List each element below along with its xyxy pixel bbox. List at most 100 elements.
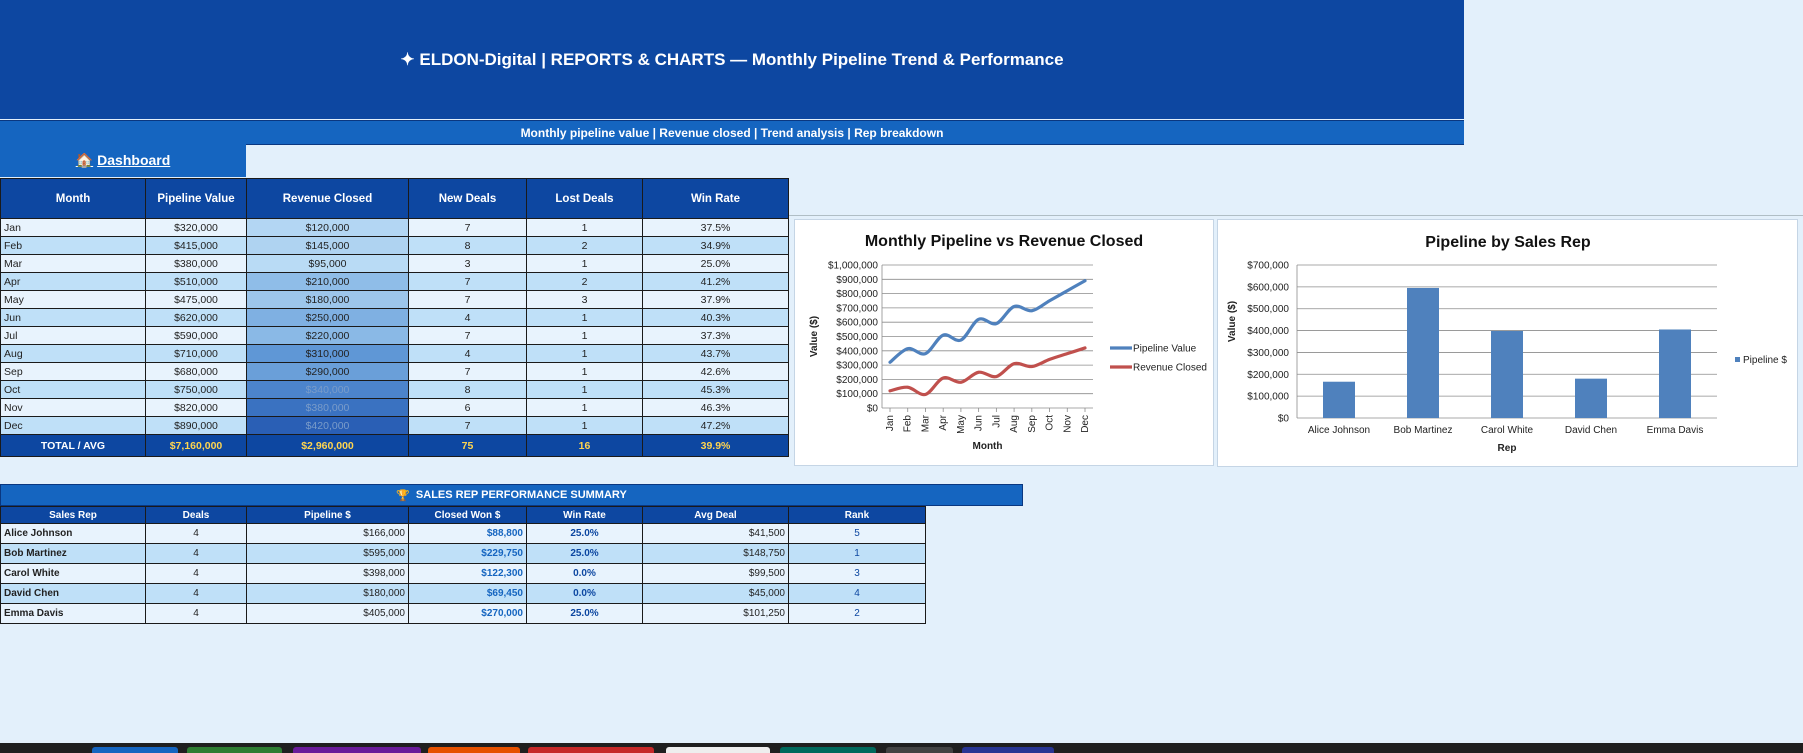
table-cell[interactable]: $475,000: [145, 290, 247, 309]
table-cell[interactable]: Nov: [0, 398, 146, 417]
table-cell[interactable]: 37.3%: [642, 326, 789, 345]
table-cell[interactable]: 4: [145, 563, 247, 584]
table-cell[interactable]: $820,000: [145, 398, 247, 417]
table-cell[interactable]: $380,000: [246, 398, 409, 417]
table-cell[interactable]: 1: [788, 543, 926, 564]
table-cell[interactable]: $180,000: [246, 290, 409, 309]
table-cell[interactable]: 41.2%: [642, 272, 789, 291]
table-cell[interactable]: 3: [526, 290, 643, 309]
table-cell[interactable]: 2: [788, 603, 926, 624]
total-cell[interactable]: 16: [526, 434, 643, 457]
table-cell[interactable]: $590,000: [145, 326, 247, 345]
table-cell[interactable]: 7: [408, 218, 527, 237]
table-cell[interactable]: 1: [526, 398, 643, 417]
table-cell[interactable]: 37.9%: [642, 290, 789, 309]
table-cell[interactable]: 2: [526, 236, 643, 255]
table-cell[interactable]: $122,300: [408, 563, 527, 584]
table-cell[interactable]: 4: [408, 308, 527, 327]
table-cell[interactable]: 7: [408, 272, 527, 291]
table-cell[interactable]: 6: [408, 398, 527, 417]
table-cell[interactable]: $595,000: [246, 543, 409, 564]
table-cell[interactable]: $101,250: [642, 603, 789, 624]
table-cell[interactable]: Carol White: [0, 563, 146, 584]
table-cell[interactable]: 4: [145, 603, 247, 624]
table-cell[interactable]: Dec: [0, 416, 146, 435]
table-cell[interactable]: 5: [788, 523, 926, 544]
table-cell[interactable]: $250,000: [246, 308, 409, 327]
table-cell[interactable]: Bob Martinez: [0, 543, 146, 564]
total-cell[interactable]: 39.9%: [642, 434, 789, 457]
sheet-tab[interactable]: [428, 747, 520, 753]
table-cell[interactable]: $210,000: [246, 272, 409, 291]
table-cell[interactable]: 0.0%: [526, 583, 643, 604]
pipeline-by-rep-chart[interactable]: Pipeline by Sales Rep $0 $100,000 $200,000 $…: [1217, 219, 1798, 467]
table-cell[interactable]: 8: [408, 380, 527, 399]
table-cell[interactable]: $99,500: [642, 563, 789, 584]
table-cell[interactable]: 40.3%: [642, 308, 789, 327]
table-cell[interactable]: Emma Davis: [0, 603, 146, 624]
table-cell[interactable]: Apr: [0, 272, 146, 291]
table-cell[interactable]: 37.5%: [642, 218, 789, 237]
table-cell[interactable]: $398,000: [246, 563, 409, 584]
table-cell[interactable]: $380,000: [145, 254, 247, 273]
table-cell[interactable]: Jun: [0, 308, 146, 327]
table-cell[interactable]: $120,000: [246, 218, 409, 237]
table-cell[interactable]: 0.0%: [526, 563, 643, 584]
table-cell[interactable]: 25.0%: [526, 523, 643, 544]
table-cell[interactable]: $229,750: [408, 543, 527, 564]
table-cell[interactable]: 45.3%: [642, 380, 789, 399]
table-cell[interactable]: $148,750: [642, 543, 789, 564]
sheet-tab[interactable]: [962, 747, 1054, 753]
table-cell[interactable]: $88,800: [408, 523, 527, 544]
table-cell[interactable]: Feb: [0, 236, 146, 255]
table-cell[interactable]: 1: [526, 308, 643, 327]
table-cell[interactable]: $220,000: [246, 326, 409, 345]
sheet-tab[interactable]: [780, 747, 876, 753]
table-cell[interactable]: 1: [526, 254, 643, 273]
table-cell[interactable]: 1: [526, 416, 643, 435]
table-cell[interactable]: 4: [145, 543, 247, 564]
table-cell[interactable]: 7: [408, 326, 527, 345]
table-cell[interactable]: 1: [526, 344, 643, 363]
table-cell[interactable]: 4: [145, 583, 247, 604]
table-cell[interactable]: 4: [408, 344, 527, 363]
table-cell[interactable]: $41,500: [642, 523, 789, 544]
sheet-tab[interactable]: [92, 747, 178, 753]
total-cell[interactable]: 75: [408, 434, 527, 457]
table-cell[interactable]: $69,450: [408, 583, 527, 604]
table-cell[interactable]: 42.6%: [642, 362, 789, 381]
table-cell[interactable]: 3: [408, 254, 527, 273]
table-cell[interactable]: 25.0%: [526, 603, 643, 624]
table-cell[interactable]: Jul: [0, 326, 146, 345]
table-cell[interactable]: $680,000: [145, 362, 247, 381]
table-cell[interactable]: 4: [145, 523, 247, 544]
table-cell[interactable]: $420,000: [246, 416, 409, 435]
total-cell[interactable]: TOTAL / AVG: [0, 434, 146, 457]
sheet-tab[interactable]: [886, 747, 953, 753]
table-cell[interactable]: 1: [526, 380, 643, 399]
table-cell[interactable]: Oct: [0, 380, 146, 399]
table-cell[interactable]: $290,000: [246, 362, 409, 381]
table-cell[interactable]: $310,000: [246, 344, 409, 363]
table-cell[interactable]: $710,000: [145, 344, 247, 363]
table-cell[interactable]: $890,000: [145, 416, 247, 435]
pipeline-vs-revenue-chart[interactable]: Monthly Pipeline vs Revenue Closed $0 $100…: [794, 219, 1214, 466]
total-cell[interactable]: $2,960,000: [246, 434, 409, 457]
table-cell[interactable]: Sep: [0, 362, 146, 381]
table-cell[interactable]: 47.2%: [642, 416, 789, 435]
table-cell[interactable]: 1: [526, 218, 643, 237]
table-cell[interactable]: 1: [526, 326, 643, 345]
table-cell[interactable]: 46.3%: [642, 398, 789, 417]
table-cell[interactable]: $750,000: [145, 380, 247, 399]
table-cell[interactable]: 25.0%: [526, 543, 643, 564]
table-cell[interactable]: 7: [408, 362, 527, 381]
table-cell[interactable]: Jan: [0, 218, 146, 237]
table-cell[interactable]: $620,000: [145, 308, 247, 327]
table-cell[interactable]: 34.9%: [642, 236, 789, 255]
table-cell[interactable]: $340,000: [246, 380, 409, 399]
table-cell[interactable]: $320,000: [145, 218, 247, 237]
total-cell[interactable]: $7,160,000: [145, 434, 247, 457]
table-cell[interactable]: 7: [408, 290, 527, 309]
table-cell[interactable]: $510,000: [145, 272, 247, 291]
table-cell[interactable]: 3: [788, 563, 926, 584]
